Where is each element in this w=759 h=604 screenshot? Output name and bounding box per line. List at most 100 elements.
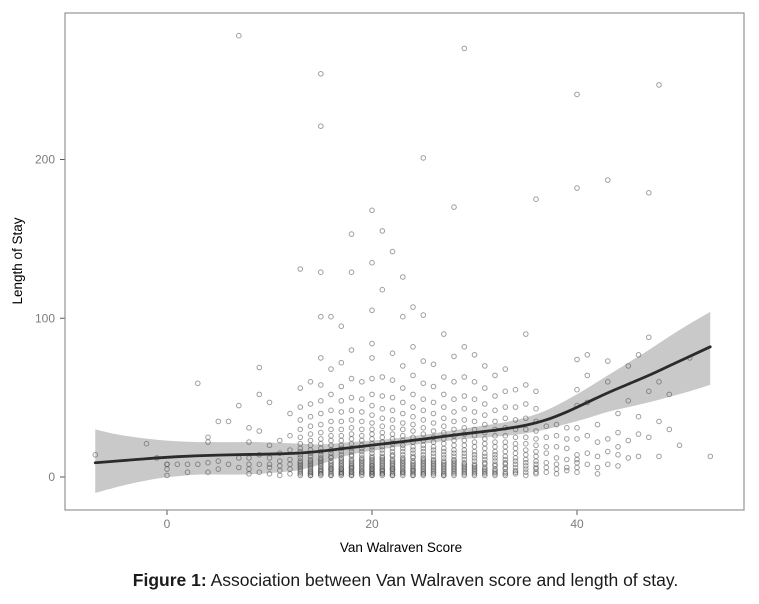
data-point [359, 452, 365, 458]
data-point [512, 404, 519, 410]
data-point [369, 207, 375, 214]
data-point [646, 334, 652, 341]
data-point [369, 426, 375, 433]
data-point [205, 459, 211, 466]
data-point [523, 447, 529, 453]
data-point [184, 461, 191, 468]
data-point [236, 402, 242, 409]
data-point [328, 461, 334, 468]
data-point [441, 404, 447, 410]
data-point [379, 429, 386, 436]
data-point [287, 456, 293, 463]
data-point [369, 453, 375, 460]
data-point [389, 377, 396, 384]
data-point [635, 453, 642, 460]
data-point [369, 307, 375, 314]
data-point [369, 447, 375, 453]
data-point [400, 445, 406, 452]
y-tick-label: 100 [35, 311, 55, 325]
data-point [441, 461, 447, 468]
data-point [451, 426, 457, 433]
data-point [410, 447, 416, 453]
data-point [420, 452, 427, 458]
data-point [359, 448, 365, 455]
data-point [369, 402, 375, 409]
data-point [297, 404, 304, 410]
data-point [492, 407, 498, 414]
data-point [502, 472, 509, 479]
data-point [502, 388, 509, 395]
data-point [512, 434, 519, 441]
data-point [379, 393, 386, 399]
data-point [594, 464, 601, 471]
data-point [359, 379, 365, 385]
data-point [318, 269, 324, 276]
data-point [369, 412, 375, 418]
data-point [389, 448, 396, 455]
data-point [564, 425, 570, 431]
panel-border [64, 12, 745, 511]
data-point [461, 344, 468, 350]
data-point [666, 426, 673, 433]
data-point [656, 453, 662, 460]
data-point [502, 432, 509, 439]
data-point [430, 420, 437, 426]
data-point [266, 471, 273, 477]
data-point [184, 469, 191, 476]
ci-ribbon [95, 311, 711, 493]
figure-caption-text: Association between Van Walraven score a… [206, 570, 679, 590]
data-point [471, 461, 478, 468]
data-point [625, 398, 632, 404]
data-point [318, 455, 324, 461]
data-point [410, 428, 416, 434]
data-point [666, 391, 673, 398]
data-point [441, 458, 447, 464]
data-point [297, 426, 304, 433]
data-point [297, 455, 304, 461]
data-point [543, 450, 550, 457]
data-point [348, 375, 355, 382]
data-point [389, 407, 396, 414]
data-point [512, 417, 519, 423]
data-point [441, 391, 447, 398]
data-point [410, 413, 416, 420]
data-point [564, 467, 570, 474]
data-point [410, 461, 416, 468]
data-point [461, 459, 468, 466]
data-point [318, 436, 324, 442]
data-point [256, 391, 263, 398]
data-point [594, 453, 601, 460]
data-point [461, 450, 468, 457]
data-point [461, 437, 468, 444]
data-point [410, 304, 416, 310]
y-axis-title: Length of Stay [10, 217, 25, 304]
data-point [523, 382, 529, 388]
data-point [482, 459, 488, 466]
data-point [318, 313, 324, 320]
data-point [605, 177, 611, 183]
data-point [574, 386, 580, 393]
data-point [297, 458, 304, 464]
data-point [328, 426, 334, 433]
data-point [400, 452, 406, 458]
data-point [225, 461, 232, 468]
data-point [451, 453, 457, 460]
data-point [379, 450, 386, 457]
data-point [266, 461, 273, 468]
data-point [359, 418, 365, 425]
data-point [379, 423, 386, 430]
data-point [564, 464, 570, 471]
data-point [461, 463, 468, 469]
data-point [430, 399, 437, 406]
data-point [256, 469, 263, 476]
data-point [400, 274, 406, 280]
data-point [553, 444, 560, 450]
data-point [471, 439, 478, 445]
data-point [656, 379, 662, 385]
data-point [420, 312, 427, 318]
data-point [338, 418, 345, 425]
data-point [441, 429, 447, 436]
data-point [461, 45, 468, 52]
data-point [266, 455, 273, 461]
